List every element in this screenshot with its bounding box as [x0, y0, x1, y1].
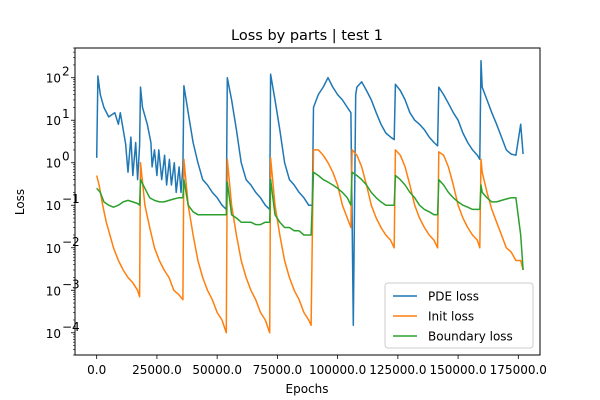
series-line-1 [95, 149, 524, 334]
x-tick-label: 150000.0 [429, 363, 486, 377]
series-group [95, 60, 524, 334]
legend-label: Boundary loss [428, 330, 513, 344]
x-tick-label: 50000.0 [192, 363, 242, 377]
legend-label: Init loss [428, 310, 474, 324]
y-tick-exponent: −1 [62, 192, 80, 206]
y-tick-exponent: 2 [62, 65, 70, 79]
y-tick-exponent: −2 [62, 235, 80, 249]
x-tick-label: 0.0 [87, 363, 106, 377]
x-tick-label: 75000.0 [253, 363, 303, 377]
legend-label: PDE loss [428, 290, 479, 304]
y-tick-exponent: 1 [62, 107, 70, 121]
x-axis: 0.0 25000.0 50000.0 75000.0 100000.0 125000.0… [87, 355, 547, 377]
x-tick-label: 100000.0 [309, 363, 366, 377]
y-tick-label: 10 [46, 114, 61, 128]
y-tick-label: 10 [46, 157, 61, 171]
plot-frame [74, 47, 541, 356]
y-tick-label: 10 [46, 284, 61, 298]
legend: PDE loss Init loss Boundary loss [384, 282, 534, 349]
y-axis-title: Loss [13, 189, 27, 215]
y-tick-exponent: −3 [62, 277, 80, 291]
y-tick-exponent: −4 [62, 320, 80, 334]
series-line-0 [95, 60, 524, 327]
series-line-2 [96, 171, 524, 271]
x-tick-label: 25000.0 [132, 363, 182, 377]
legend-box [384, 282, 534, 349]
y-tick-label: 10 [46, 327, 61, 341]
y-tick-exponent: 0 [62, 150, 70, 164]
y-tick-label: 10 [46, 72, 61, 86]
x-tick-label: 175000.0 [490, 363, 547, 377]
x-tick-label: 125000.0 [369, 363, 426, 377]
chart-title: Loss by parts | test 1 [231, 28, 383, 44]
y-tick-label: 10 [46, 199, 61, 213]
y-tick-label: 10 [46, 242, 61, 256]
x-axis-title: Epochs [286, 382, 329, 396]
